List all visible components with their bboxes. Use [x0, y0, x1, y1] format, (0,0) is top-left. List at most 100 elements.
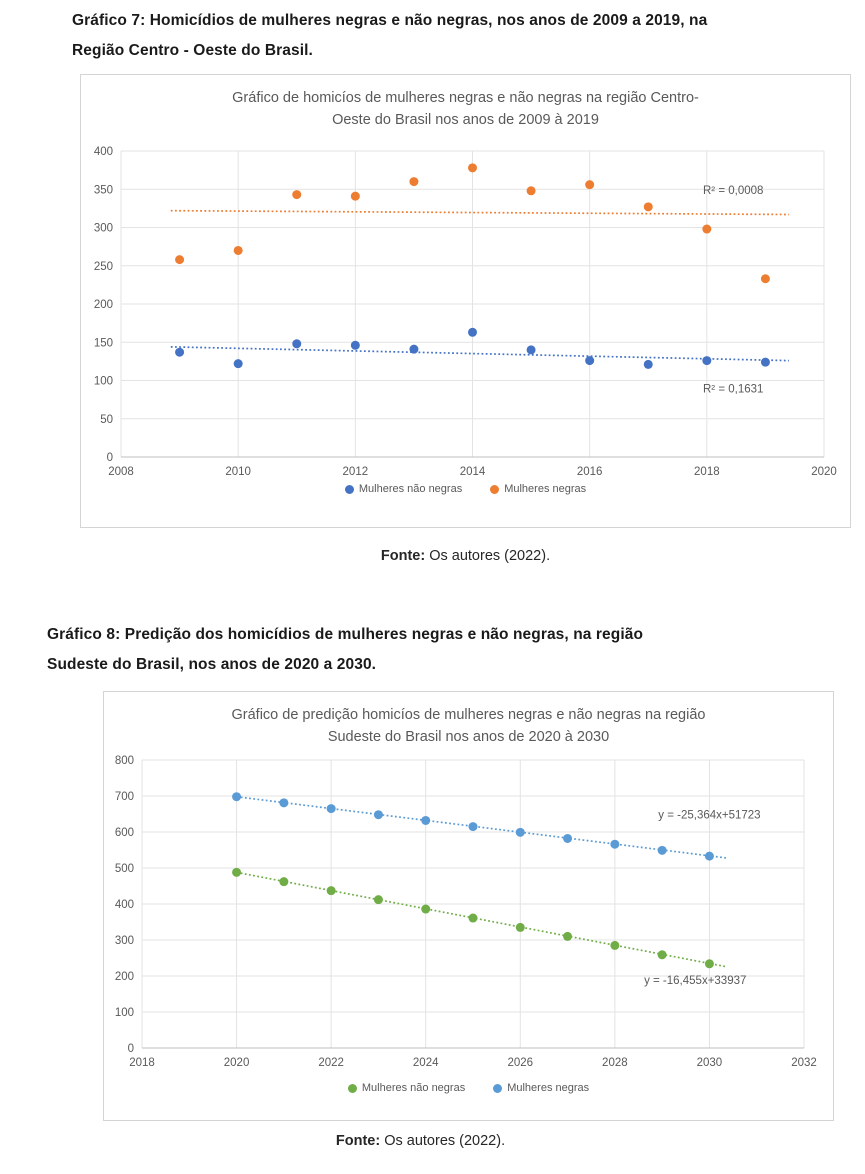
data-point — [760, 274, 770, 284]
data-point — [409, 177, 419, 187]
data-point — [232, 792, 242, 802]
chart7-title-line2: Oeste do Brasil nos anos de 2009 à 2019 — [332, 112, 599, 128]
data-point — [279, 877, 289, 887]
data-point — [760, 357, 770, 367]
y-tick-label: 400 — [94, 146, 113, 158]
data-point — [233, 245, 243, 255]
chart-annotation: R² = 0,1631 — [703, 384, 763, 396]
y-tick-label: 100 — [94, 376, 113, 388]
chart7-legend: Mulheres não negras Mulheres negras — [81, 483, 850, 495]
y-tick-label: 500 — [115, 863, 134, 875]
trendline — [170, 209, 789, 216]
x-tick-label: 2024 — [413, 1057, 439, 1069]
data-point — [585, 356, 595, 366]
data-point — [657, 950, 667, 960]
data-point — [421, 904, 431, 914]
chart8-title-line2: Sudeste do Brasil nos anos de 2020 à 203… — [327, 729, 610, 745]
legend-item: Mulheres não negras — [347, 1082, 466, 1094]
data-point — [232, 867, 242, 877]
trendline — [236, 795, 727, 859]
y-tick-label: 200 — [94, 299, 113, 311]
figure8-source-label: Fonte: — [335, 1133, 381, 1149]
x-tick-label: 2010 — [225, 466, 251, 478]
figure7-source-text: Os autores (2022). — [425, 548, 551, 564]
y-tick-label: 0 — [107, 452, 113, 464]
legend-label: Mulheres negras — [507, 1082, 590, 1094]
data-point — [704, 959, 714, 969]
data-point — [326, 886, 336, 896]
trendline — [170, 345, 789, 362]
data-point — [610, 940, 620, 950]
x-tick-label: 2020 — [811, 466, 837, 478]
y-tick-label: 300 — [115, 935, 134, 947]
legend-label: Mulheres não negras — [361, 1082, 466, 1094]
y-tick-label: 100 — [115, 1007, 134, 1019]
data-point — [350, 340, 360, 350]
x-tick-label: 2008 — [108, 466, 134, 478]
data-point — [409, 344, 419, 354]
y-tick-label: 300 — [94, 223, 113, 235]
x-tick-label: 2018 — [129, 1057, 155, 1069]
figure7-caption-line2: Região Centro - Oeste do Brasil. — [72, 42, 313, 59]
figure8-caption: Gráfico 8: Predição dos homicídios de mu… — [47, 620, 827, 680]
legend-label: Mulheres negras — [504, 483, 587, 495]
chart8-title-line1: Gráfico de predição homicíos de mulheres… — [231, 707, 706, 723]
figure7-source: Fonte: Os autores (2022). — [80, 548, 851, 564]
figure7-caption: Gráfico 7: Homicídios de mulheres negras… — [72, 6, 852, 66]
figure8-source: Fonte: Os autores (2022). — [55, 1133, 786, 1149]
data-point — [526, 186, 536, 196]
chart7-frame: Gráfico de homicíos de mulheres negras e… — [80, 74, 851, 528]
y-tick-label: 400 — [115, 899, 134, 911]
data-point — [233, 359, 243, 369]
x-tick-label: 2014 — [460, 466, 486, 478]
x-tick-label: 2030 — [697, 1057, 723, 1069]
legend-item: Mulheres negras — [493, 1082, 589, 1094]
data-point — [350, 191, 360, 201]
data-point — [468, 327, 477, 337]
chart7-title-line1: Gráfico de homicíos de mulheres negras e… — [232, 90, 699, 106]
figure8-caption-line1: Gráfico 8: Predição dos homicídios de mu… — [47, 626, 644, 643]
data-point — [704, 851, 714, 861]
data-point — [421, 815, 431, 825]
chart-annotation: y = -16,455x+33937 — [644, 975, 746, 987]
data-point — [326, 804, 336, 814]
data-point — [643, 359, 653, 369]
chart8-title: Gráfico de predição homicíos de mulheres… — [104, 704, 833, 748]
legend-item: Mulheres negras — [490, 483, 586, 495]
x-tick-label: 2032 — [791, 1057, 817, 1069]
data-point — [373, 895, 383, 905]
legend-marker-dot — [490, 484, 500, 494]
legend-item: Mulheres não negras — [344, 483, 463, 495]
x-tick-label: 2020 — [224, 1057, 250, 1069]
data-point — [702, 224, 712, 234]
data-point — [279, 798, 289, 808]
y-tick-label: 0 — [128, 1043, 134, 1055]
data-point — [468, 163, 477, 173]
legend-marker-dot — [347, 1083, 357, 1093]
data-point — [175, 255, 185, 265]
data-point — [373, 810, 383, 820]
data-point — [702, 356, 712, 366]
x-tick-label: 2028 — [602, 1057, 628, 1069]
y-tick-label: 250 — [94, 261, 113, 273]
x-tick-label: 2012 — [343, 466, 369, 478]
data-point — [585, 180, 595, 190]
data-point — [515, 922, 525, 932]
figure7-source-label: Fonte: — [380, 548, 426, 564]
y-tick-label: 600 — [115, 827, 134, 839]
x-tick-label: 2026 — [507, 1057, 533, 1069]
chart8-legend: Mulheres não negras Mulheres negras — [104, 1082, 833, 1094]
data-point — [610, 839, 620, 849]
figure8-caption-line2: Sudeste do Brasil, nos anos de 2020 a 20… — [47, 656, 377, 673]
chart8-plot-area: 0 100 200 300 400 500 600 700 800 2018 2020 2022 202… — [115, 755, 817, 1069]
y-tick-label: 50 — [100, 414, 113, 426]
chart7-title: Gráfico de homicíos de mulheres negras e… — [81, 87, 850, 131]
data-point — [526, 345, 536, 355]
data-point — [515, 827, 525, 837]
data-point — [468, 822, 478, 832]
legend-label: Mulheres não negras — [358, 483, 463, 495]
x-tick-label: 2018 — [694, 466, 720, 478]
y-tick-label: 150 — [94, 337, 113, 349]
data-point — [563, 931, 573, 941]
data-point — [657, 845, 667, 855]
